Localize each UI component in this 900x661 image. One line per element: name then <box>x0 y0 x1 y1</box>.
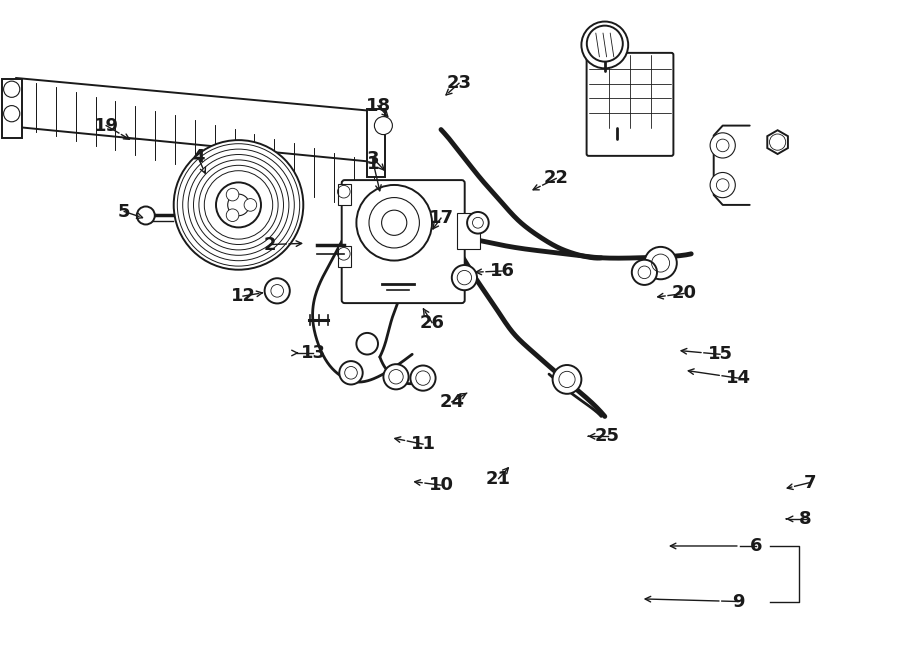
Text: 13: 13 <box>301 344 326 362</box>
Polygon shape <box>768 130 788 154</box>
Circle shape <box>339 361 363 385</box>
Polygon shape <box>16 78 373 162</box>
Circle shape <box>226 188 239 201</box>
Circle shape <box>374 116 392 135</box>
Text: 3: 3 <box>367 149 380 168</box>
Text: 12: 12 <box>230 287 256 305</box>
Circle shape <box>644 247 677 280</box>
Text: 15: 15 <box>707 345 733 364</box>
Circle shape <box>216 182 261 227</box>
Text: 2: 2 <box>264 235 276 254</box>
Circle shape <box>383 364 409 389</box>
Text: 14: 14 <box>725 369 751 387</box>
Text: 22: 22 <box>544 169 569 188</box>
Circle shape <box>467 212 489 233</box>
Text: 23: 23 <box>446 74 472 93</box>
Bar <box>338 184 351 206</box>
Text: 19: 19 <box>94 116 119 135</box>
Bar <box>338 246 351 268</box>
Circle shape <box>356 185 432 260</box>
Text: 24: 24 <box>439 393 464 411</box>
Text: 5: 5 <box>118 202 130 221</box>
Bar <box>2 79 22 138</box>
Text: 18: 18 <box>365 97 391 115</box>
Circle shape <box>410 366 436 391</box>
FancyBboxPatch shape <box>587 53 673 156</box>
Circle shape <box>710 133 735 158</box>
Circle shape <box>244 198 256 212</box>
Circle shape <box>265 278 290 303</box>
Bar <box>457 213 480 249</box>
Text: 8: 8 <box>799 510 812 528</box>
Text: 25: 25 <box>595 427 620 446</box>
Circle shape <box>226 209 239 221</box>
FancyBboxPatch shape <box>342 180 464 303</box>
Text: 4: 4 <box>192 148 204 167</box>
Text: 17: 17 <box>428 209 454 227</box>
Text: 26: 26 <box>419 313 445 332</box>
Text: 7: 7 <box>804 473 816 492</box>
Circle shape <box>174 140 303 270</box>
Circle shape <box>581 22 628 68</box>
Circle shape <box>137 206 155 225</box>
Text: 21: 21 <box>486 469 511 488</box>
Text: 10: 10 <box>428 476 454 494</box>
Circle shape <box>452 265 477 290</box>
Circle shape <box>553 365 581 394</box>
Text: 16: 16 <box>490 262 515 280</box>
Text: 1: 1 <box>367 155 380 173</box>
Text: 9: 9 <box>732 592 744 611</box>
Bar <box>367 109 385 176</box>
Circle shape <box>710 173 735 198</box>
Text: 11: 11 <box>410 435 436 453</box>
Text: 20: 20 <box>671 284 697 303</box>
Circle shape <box>356 333 378 354</box>
Circle shape <box>587 26 623 61</box>
Text: 6: 6 <box>750 537 762 555</box>
Circle shape <box>632 260 657 285</box>
